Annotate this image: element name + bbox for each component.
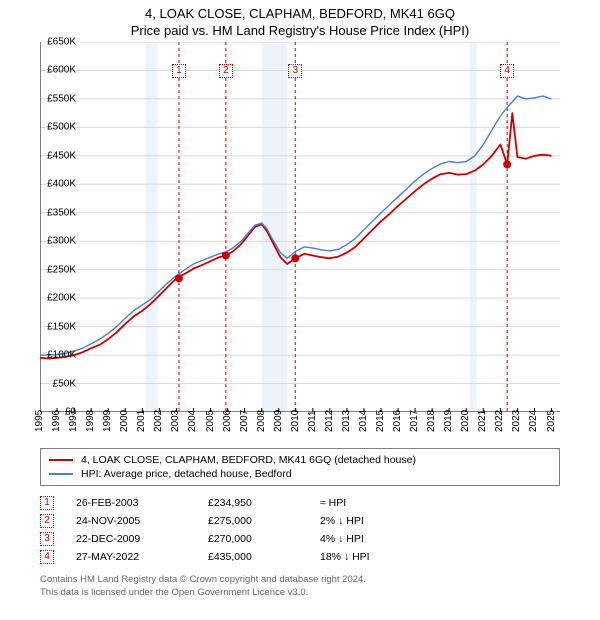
- y-tick-label: £250K: [36, 264, 76, 275]
- x-tick-label: 2006: [222, 410, 233, 432]
- sales-hpi-rel: 18% ↓ HPI: [320, 551, 420, 563]
- footer-line2: This data is licensed under the Open Gov…: [40, 587, 560, 600]
- y-tick-label: £650K: [36, 37, 76, 48]
- x-tick-label: 2014: [358, 410, 369, 432]
- sales-table: 1 26-FEB-2003 £234,950 ≈ HPI 2 24-NOV-2005 £27…: [40, 494, 560, 566]
- legend: 4, LOAK CLOSE, CLAPHAM, BEDFORD, MK41 6G…: [40, 448, 560, 486]
- sale-pin: 3: [288, 64, 302, 78]
- footer-attribution: Contains HM Land Registry data © Crown c…: [40, 574, 560, 600]
- sales-date: 27-MAY-2022: [76, 551, 186, 563]
- legend-swatch: [49, 459, 73, 461]
- sales-pin-icon: 1: [40, 496, 54, 510]
- x-tick-label: 2023: [511, 410, 522, 432]
- y-tick-label: £100K: [36, 350, 76, 361]
- title-subtitle: Price paid vs. HM Land Registry's House …: [0, 21, 600, 42]
- x-tick-label: 2022: [494, 410, 505, 432]
- footer-line1: Contains HM Land Registry data © Crown c…: [40, 574, 560, 587]
- chart-area: £0£50K£100K£150K£200K£250K£300K£350K£400…: [40, 42, 600, 442]
- sales-hpi-rel: ≈ HPI: [320, 497, 420, 509]
- x-tick-label: 2007: [239, 410, 250, 432]
- x-tick-label: 1996: [51, 410, 62, 432]
- x-tick-label: 1998: [85, 410, 96, 432]
- y-tick-label: £300K: [36, 236, 76, 247]
- y-tick-label: £500K: [36, 122, 76, 133]
- title-address: 4, LOAK CLOSE, CLAPHAM, BEDFORD, MK41 6G…: [0, 0, 600, 21]
- sale-pin: 4: [500, 64, 514, 78]
- x-tick-label: 2011: [307, 410, 318, 432]
- x-tick-label: 2018: [426, 410, 437, 432]
- x-tick-label: 2000: [119, 410, 130, 432]
- x-tick-label: 2002: [153, 410, 164, 432]
- sales-date: 26-FEB-2003: [76, 497, 186, 509]
- sale-pin: 1: [172, 64, 186, 78]
- sales-row: 2 24-NOV-2005 £275,000 2% ↓ HPI: [40, 512, 560, 530]
- y-tick-label: £400K: [36, 179, 76, 190]
- x-tick-label: 2017: [409, 410, 420, 432]
- sale-pin: 2: [219, 64, 233, 78]
- sales-pin-icon: 2: [40, 514, 54, 528]
- legend-item: HPI: Average price, detached house, Bedf…: [49, 467, 551, 481]
- y-tick-label: £550K: [36, 93, 76, 104]
- y-tick-label: £150K: [36, 321, 76, 332]
- x-tick-label: 2005: [205, 410, 216, 432]
- legend-item: 4, LOAK CLOSE, CLAPHAM, BEDFORD, MK41 6G…: [49, 453, 551, 467]
- sales-price: £435,000: [208, 551, 298, 563]
- x-tick-label: 2015: [375, 410, 386, 432]
- x-tick-label: 2010: [290, 410, 301, 432]
- sales-price: £270,000: [208, 533, 298, 545]
- y-tick-label: £600K: [36, 65, 76, 76]
- legend-label: 4, LOAK CLOSE, CLAPHAM, BEDFORD, MK41 6G…: [81, 454, 416, 466]
- x-tick-label: 2008: [256, 410, 267, 432]
- sales-hpi-rel: 2% ↓ HPI: [320, 515, 420, 527]
- legend-swatch: [49, 473, 73, 475]
- x-tick-label: 1995: [34, 410, 45, 432]
- x-tick-label: 2001: [136, 410, 147, 432]
- y-tick-label: £350K: [36, 207, 76, 218]
- x-tick-label: 2004: [187, 410, 198, 432]
- x-tick-label: 2020: [460, 410, 471, 432]
- sales-date: 22-DEC-2009: [76, 533, 186, 545]
- x-tick-label: 1999: [102, 410, 113, 432]
- y-tick-label: £450K: [36, 150, 76, 161]
- legend-label: HPI: Average price, detached house, Bedf…: [81, 468, 292, 480]
- x-tick-label: 2009: [273, 410, 284, 432]
- sales-pin-icon: 4: [40, 550, 54, 564]
- x-tick-label: 2003: [170, 410, 181, 432]
- sales-row: 1 26-FEB-2003 £234,950 ≈ HPI: [40, 494, 560, 512]
- x-tick-label: 2013: [341, 410, 352, 432]
- x-tick-label: 2025: [546, 410, 557, 432]
- y-tick-label: £200K: [36, 293, 76, 304]
- x-tick-label: 2016: [392, 410, 403, 432]
- sales-pin-icon: 3: [40, 532, 54, 546]
- sales-row: 4 27-MAY-2022 £435,000 18% ↓ HPI: [40, 548, 560, 566]
- line-chart-svg: [40, 42, 560, 412]
- sales-price: £234,950: [208, 497, 298, 509]
- y-tick-label: £50K: [36, 378, 76, 389]
- sales-row: 3 22-DEC-2009 £270,000 4% ↓ HPI: [40, 530, 560, 548]
- x-tick-label: 2019: [443, 410, 454, 432]
- x-tick-label: 2021: [477, 410, 488, 432]
- x-tick-label: 2012: [324, 410, 335, 432]
- x-tick-label: 2024: [528, 410, 539, 432]
- x-tick-label: 1997: [68, 410, 79, 432]
- sales-price: £275,000: [208, 515, 298, 527]
- sales-date: 24-NOV-2005: [76, 515, 186, 527]
- sales-hpi-rel: 4% ↓ HPI: [320, 533, 420, 545]
